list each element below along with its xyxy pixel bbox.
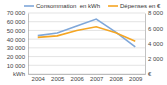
tick: 6 000	[145, 26, 164, 32]
legend: Consommation en kWh Dépenses en €	[24, 3, 161, 9]
y2-axis: €2 000 4 000 6 000 8 000	[145, 10, 164, 77]
tick: 2006	[71, 74, 85, 82]
tick-label: 30 000	[7, 45, 26, 51]
grid-line	[28, 30, 145, 31]
chart: kWh 10 000 20 000 30 000 40 000 50 000 60 000 7…	[0, 0, 167, 85]
tick: 2 000	[145, 56, 164, 62]
tick-label: €	[148, 71, 152, 77]
series-line	[38, 27, 136, 41]
tick: 50 000	[7, 28, 28, 34]
tick: 2008	[110, 74, 124, 82]
tick-label: 20 000	[7, 54, 26, 60]
tick: kWh	[13, 71, 28, 77]
tick-label: 60 000	[7, 19, 26, 25]
tick: €	[145, 71, 152, 77]
tick-label: 10 000	[7, 63, 26, 69]
tick: 4 000	[145, 41, 164, 47]
legend-swatch	[24, 5, 34, 7]
grid-line	[28, 74, 145, 75]
tick: 2005	[51, 74, 65, 82]
legend-label: Consommation en kWh	[36, 3, 100, 9]
tick-label: 2 000	[148, 56, 164, 62]
legend-swatch	[108, 5, 118, 7]
tick: 8 000	[145, 10, 164, 16]
series-group	[38, 19, 136, 47]
tick: 70 000	[7, 10, 28, 16]
legend-label: Dépenses en €	[120, 3, 161, 9]
tick-label: 40 000	[7, 37, 26, 43]
tick-label: 4 000	[148, 41, 164, 47]
tick-label: 70 000	[7, 10, 26, 16]
legend-item: Consommation en kWh	[24, 3, 100, 9]
tick-label: 8 000	[148, 10, 164, 16]
grid-line	[28, 39, 145, 40]
tick: 40 000	[7, 37, 28, 43]
tick-label: 2005	[51, 76, 65, 82]
grid-line	[28, 56, 145, 57]
tick: 20 000	[7, 54, 28, 60]
tick-label: 2007	[90, 76, 104, 82]
tick-label: 50 000	[7, 28, 26, 34]
series-line	[38, 19, 136, 47]
y-axis: kWh 10 000 20 000 30 000 40 000 50 000 60 000 7…	[7, 10, 29, 77]
x-axis: 2004 2005 2006 2007 2008 2009	[29, 74, 146, 82]
grid-line	[28, 47, 145, 48]
tick-label: 6 000	[148, 26, 164, 32]
grid-line	[28, 65, 145, 66]
tick-label: kWh	[13, 71, 25, 77]
grid	[28, 13, 145, 74]
tick-label: 2009	[129, 76, 143, 82]
plot: kWh 10 000 20 000 30 000 40 000 50 000 60 000 7…	[7, 10, 164, 82]
tick: 10 000	[7, 63, 28, 69]
tick-label: 2006	[71, 76, 85, 82]
tick-label: 2008	[110, 76, 124, 82]
tick: 30 000	[7, 45, 28, 51]
tick: 60 000	[7, 19, 28, 25]
axis-line	[29, 74, 146, 75]
axis-line	[28, 14, 29, 75]
tick-label: 2004	[32, 76, 46, 82]
legend-item: Dépenses en €	[108, 3, 161, 9]
tick: 2009	[129, 74, 143, 82]
axis-line	[145, 14, 146, 75]
tick: 2007	[90, 74, 104, 82]
tick: 2004	[32, 74, 46, 82]
grid-line	[28, 13, 145, 14]
